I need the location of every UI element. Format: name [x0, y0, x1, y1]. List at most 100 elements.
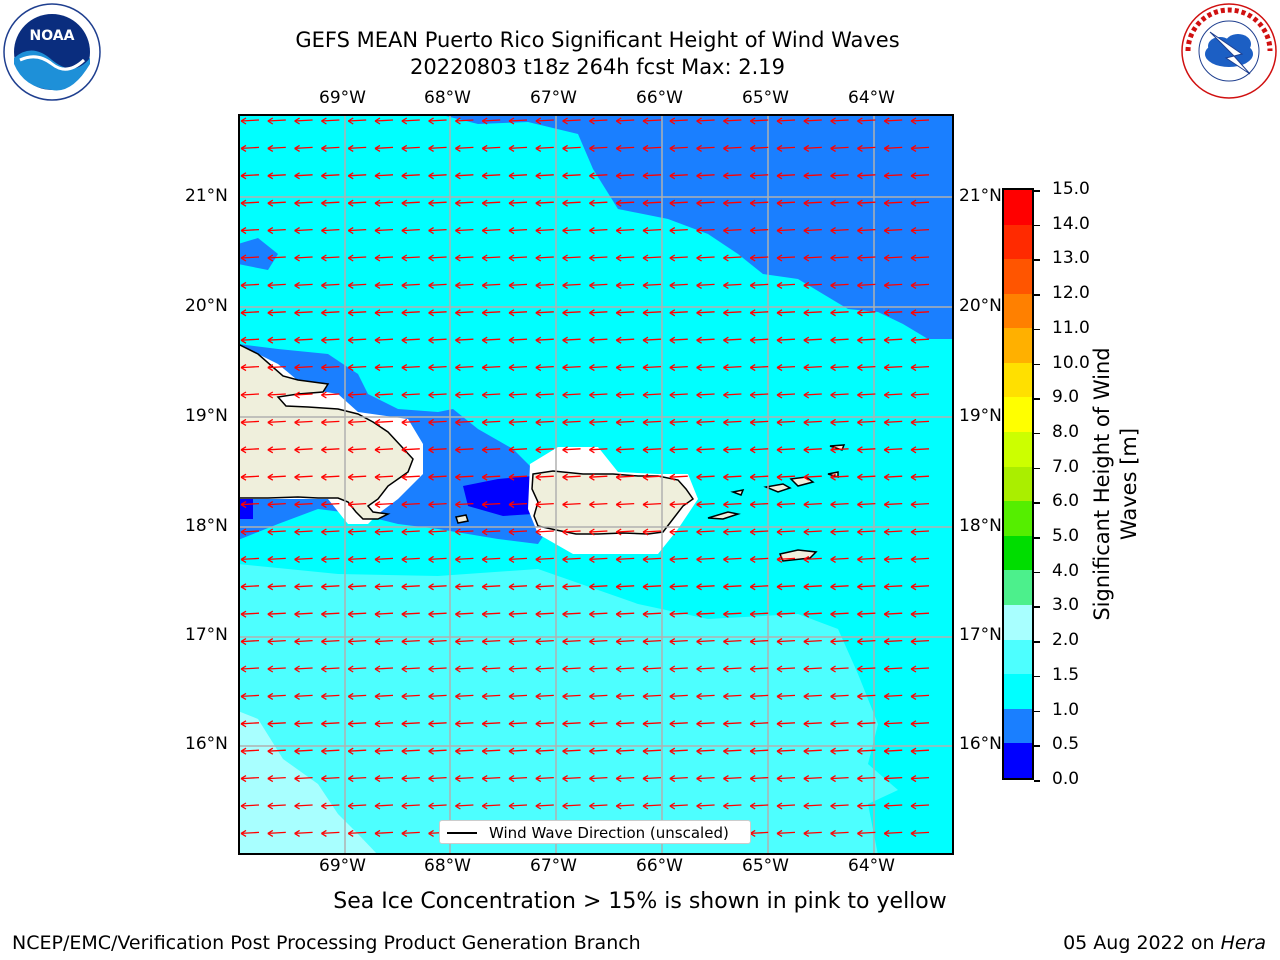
wind-wave-arrow: [883, 364, 903, 372]
wind-wave-arrow: [749, 281, 769, 289]
wind-wave-arrow: [535, 391, 554, 399]
wind-wave-arrow: [374, 528, 394, 536]
colorbar-tick-label: 4.0: [1052, 560, 1080, 581]
wind-wave-arrow: [347, 391, 367, 399]
wind-wave-arrow: [267, 364, 286, 372]
wind-wave-arrow: [830, 692, 849, 700]
wind-wave-arrow: [267, 610, 286, 618]
wind-wave-arrow: [749, 775, 769, 783]
wind-wave-arrow: [481, 473, 501, 481]
wind-wave-arrow: [696, 364, 715, 372]
wind-wave-arrow: [481, 144, 501, 152]
title-line-1: GEFS MEAN Puerto Rico Significant Height…: [295, 28, 900, 52]
wind-wave-arrow: [428, 199, 447, 207]
wind-wave-arrow: [455, 610, 474, 618]
wind-wave-arrow: [562, 172, 581, 180]
wind-wave-arrow: [294, 391, 313, 399]
footer-date-text: 05 Aug 2022 on: [1063, 932, 1221, 954]
wind-wave-arrow: [883, 665, 903, 673]
wind-wave-arrow: [723, 775, 742, 783]
wind-wave-arrow: [615, 720, 635, 728]
wind-wave-arrow: [401, 692, 420, 700]
wind-wave-arrow: [455, 555, 474, 563]
wind-wave-arrow: [589, 281, 608, 289]
lon-label-top-64w: 64°W: [848, 88, 895, 108]
wind-wave-arrow: [428, 227, 447, 235]
lon-label-bottom-66w: 66°W: [636, 856, 683, 876]
wind-wave-arrow: [857, 364, 876, 372]
wind-wave-arrow: [294, 665, 313, 673]
wind-wave-arrow: [589, 747, 608, 755]
wind-wave-arrow: [294, 747, 313, 755]
title-line-2: 20220803 t18z 264h fcst Max: 2.19: [410, 55, 785, 79]
wind-wave-arrow: [830, 638, 849, 646]
wind-wave-arrow: [535, 583, 554, 591]
footer-machine: Hera: [1220, 932, 1266, 954]
wave-field-0-5m-ne: [438, 114, 954, 339]
wind-wave-arrow: [776, 775, 796, 783]
wind-wave-arrow: [642, 692, 662, 700]
wind-wave-arrow: [455, 501, 474, 509]
wind-wave-arrow: [830, 172, 849, 180]
wind-wave-arrow: [267, 501, 286, 509]
wind-wave-arrow: [696, 309, 715, 317]
wind-wave-arrow: [776, 309, 796, 317]
wind-wave-arrow: [749, 309, 769, 317]
wind-wave-arrow: [455, 281, 474, 289]
wind-wave-arrow: [749, 364, 769, 372]
wind-wave-arrow: [749, 199, 769, 207]
wind-wave-arrow: [615, 747, 635, 755]
wind-wave-arrow: [240, 172, 260, 180]
wind-wave-arrow: [347, 501, 367, 509]
wind-wave-arrow: [535, 747, 554, 755]
wind-wave-arrow: [669, 555, 688, 563]
wind-wave-arrow: [910, 555, 930, 563]
lat-label-left-20n: 20°N: [185, 296, 228, 316]
wind-wave-arrow: [267, 775, 286, 783]
wind-wave-arrow: [481, 446, 501, 454]
wind-wave-arrow: [240, 829, 260, 837]
wind-wave-arrow: [294, 555, 313, 563]
wind-wave-arrow: [508, 473, 528, 481]
wind-wave-arrow: [589, 583, 608, 591]
wind-wave-arrow: [883, 172, 903, 180]
wind-wave-arrow: [294, 117, 313, 125]
wind-wave-arrow: [535, 665, 554, 673]
wind-wave-arrow: [508, 638, 528, 646]
wind-wave-arrow: [347, 692, 367, 700]
wind-wave-arrow: [535, 227, 554, 235]
wind-wave-arrow: [455, 583, 474, 591]
wind-wave-arrow: [776, 802, 796, 810]
wind-wave-arrow: [803, 638, 822, 646]
wind-wave-arrow: [401, 254, 420, 262]
wind-wave-arrow: [294, 364, 313, 372]
wind-wave-arrow: [321, 117, 340, 125]
wind-wave-arrow: [883, 418, 903, 426]
wind-wave-arrow: [910, 117, 930, 125]
wind-wave-arrow: [589, 418, 608, 426]
lat-label-left-19n: 19°N: [185, 406, 228, 426]
wind-wave-arrow: [481, 583, 501, 591]
wind-wave-arrow: [776, 473, 796, 481]
lat-label-right-16n: 16°N: [959, 734, 1002, 754]
wind-wave-arrow: [321, 528, 340, 536]
lon-label-bottom-69w: 69°W: [319, 856, 366, 876]
wind-wave-arrow: [615, 281, 635, 289]
wind-wave-arrow: [455, 638, 474, 646]
wind-wave-arrow: [428, 418, 447, 426]
wind-wave-arrow: [883, 775, 903, 783]
wind-wave-arrow: [428, 692, 447, 700]
colorbar-tick-label: 0.5: [1052, 734, 1080, 755]
wind-wave-arrow: [723, 583, 742, 591]
wind-wave-arrow: [589, 254, 608, 262]
wind-wave-arrow: [883, 254, 903, 262]
wind-wave-arrow: [669, 720, 688, 728]
wind-wave-arrow: [642, 227, 662, 235]
wind-wave-arrow: [535, 802, 554, 810]
wind-wave-arrow: [696, 802, 715, 810]
lon-label-bottom-64w: 64°W: [848, 856, 895, 876]
wind-wave-arrow: [803, 336, 822, 344]
wind-wave-arrow: [776, 528, 796, 536]
lon-label-top-65w: 65°W: [742, 88, 789, 108]
wind-wave-arrow: [294, 144, 313, 152]
